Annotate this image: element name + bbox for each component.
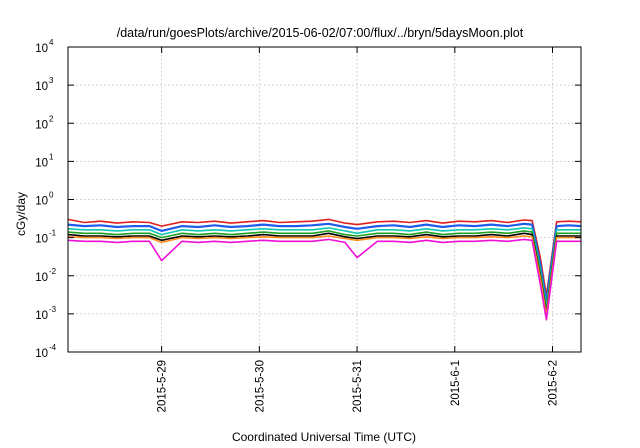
x-tick-label: 2015-5-29 bbox=[157, 360, 169, 412]
y-tick-exponent: 4 bbox=[49, 38, 54, 47]
chart-title: /data/run/goesPlots/archive/2015-06-02/0… bbox=[117, 26, 524, 40]
series-line-4 bbox=[67, 230, 581, 312]
x-tick-label: 2015-5-31 bbox=[352, 360, 364, 412]
y-tick-label: 10 bbox=[35, 157, 48, 169]
series-line-3 bbox=[67, 227, 581, 309]
x-axis: 2015-5-29 2015-5-30 2015-5-31 2015-6-1 2015-… bbox=[157, 47, 560, 412]
series-lines bbox=[67, 218, 582, 321]
x-axis-label: Coordinated Universal Time (UTC) bbox=[232, 430, 416, 444]
series-line-5 bbox=[67, 232, 581, 315]
series-line-1 bbox=[67, 218, 582, 297]
y-tick-exponent: -2 bbox=[49, 267, 57, 276]
grid bbox=[68, 47, 581, 352]
y-tick-label: 10 bbox=[35, 81, 48, 93]
y-tick-label: 10 bbox=[35, 119, 48, 131]
series-line-7 bbox=[67, 238, 581, 321]
series-line-6 bbox=[67, 235, 581, 317]
x-tick-label: 2015-6-1 bbox=[450, 360, 462, 406]
y-tick-label: 10 bbox=[35, 234, 48, 246]
y-tick-exponent: -4 bbox=[49, 343, 57, 352]
y-tick-exponent: -3 bbox=[49, 305, 57, 314]
y-tick-label: 10 bbox=[35, 348, 48, 360]
y-tick-exponent: 1 bbox=[49, 152, 54, 161]
y-tick-label: 10 bbox=[35, 196, 48, 208]
y-tick-label: 10 bbox=[35, 43, 48, 55]
y-tick-label: 10 bbox=[35, 310, 48, 322]
series-line-2 bbox=[67, 222, 582, 304]
y-tick-exponent: 3 bbox=[49, 76, 54, 85]
y-tick-exponent: -1 bbox=[49, 229, 57, 238]
x-tick-label: 2015-6-2 bbox=[548, 360, 560, 406]
y-tick-exponent: 2 bbox=[49, 114, 54, 123]
y-tick-exponent: 0 bbox=[49, 191, 54, 200]
x-tick-label: 2015-5-30 bbox=[254, 360, 266, 412]
y-axis-label: cGy/day bbox=[14, 192, 28, 236]
y-tick-label: 10 bbox=[35, 272, 48, 284]
